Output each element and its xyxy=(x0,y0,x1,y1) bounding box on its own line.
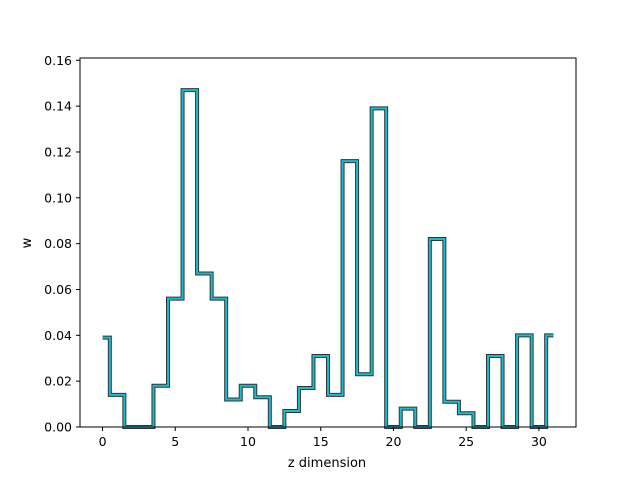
axes-layer: 0 5 10 15 20 25 30 0.00 0.02 0.04 0.06 0.08 0.10 0.12… xyxy=(44,53,577,449)
y-tick-label: 0.00 xyxy=(44,420,72,435)
x-tick-label: 0 xyxy=(99,434,107,449)
y-tick-label: 0.14 xyxy=(44,99,72,114)
x-tick-label: 25 xyxy=(458,434,474,449)
y-tick-label: 0.16 xyxy=(44,53,72,68)
y-axis-label: w xyxy=(20,237,35,248)
x-axis-label: z dimension xyxy=(288,456,366,471)
plot-frame xyxy=(79,57,577,428)
x-tick-label: 5 xyxy=(171,434,179,449)
x-tick-label: 30 xyxy=(531,434,547,449)
x-tick-label: 10 xyxy=(240,434,256,449)
y-tick-label: 0.10 xyxy=(44,190,72,205)
x-tick-label: 15 xyxy=(313,434,329,449)
x-tick-label: 20 xyxy=(386,434,402,449)
y-tick-label: 0.06 xyxy=(44,282,72,297)
y-tick-label: 0.04 xyxy=(44,328,72,343)
y-tick-label: 0.02 xyxy=(44,374,72,389)
y-tick-label: 0.12 xyxy=(44,144,72,159)
y-tick-label: 0.08 xyxy=(44,236,72,251)
